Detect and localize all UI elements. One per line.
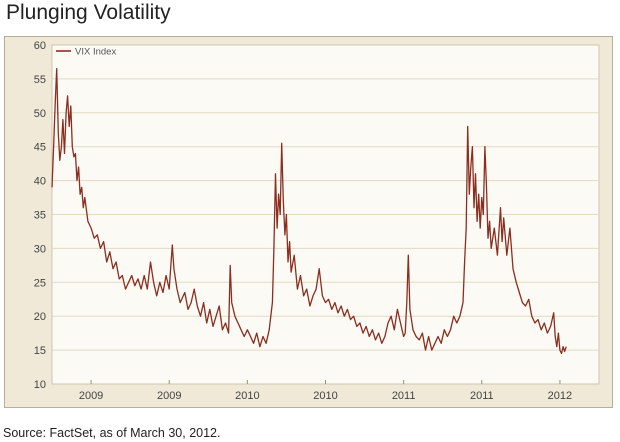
x-tick-label: 2010: [313, 390, 337, 402]
y-tick-label: 15: [34, 345, 46, 357]
y-axis: 10 15 20 25 30 35 40 45 50 55 60: [34, 40, 46, 391]
legend-label-vix-index: VIX Index: [75, 47, 116, 58]
x-tick-label: 2010: [235, 390, 259, 402]
y-tick-label: 45: [34, 142, 46, 154]
y-tick-label: 50: [34, 108, 46, 120]
x-axis: 2009 2009 2010 2010 2011 2011 2012: [79, 380, 572, 402]
series-layer: [51, 68, 567, 355]
y-tick-label: 25: [34, 277, 46, 289]
x-tick-label: 2012: [548, 390, 572, 402]
grid-lines: [52, 78, 599, 351]
y-tick-label: 20: [34, 311, 46, 323]
x-tick-label: 2009: [79, 390, 103, 402]
chart-title: Plunging Volatility: [6, 1, 171, 24]
series-line-vix-index: [51, 68, 567, 355]
x-tick-label: 2011: [392, 390, 416, 402]
y-tick-label: 30: [34, 243, 46, 255]
source-note: Source: FactSet, as of March 30, 2012.: [3, 426, 221, 440]
y-tick-label: 55: [34, 74, 46, 86]
x-tick-label: 2009: [157, 390, 181, 402]
y-tick-label: 35: [34, 210, 46, 222]
legend: VIX Index: [56, 47, 116, 58]
y-tick-label: 10: [34, 379, 46, 391]
chart-frame: 10 15 20 25 30 35 40 45 50 55 60 2009 2009 2010 2010 2…: [4, 36, 613, 408]
x-tick-label: 2011: [470, 390, 494, 402]
y-tick-label: 60: [34, 40, 46, 52]
y-tick-label: 40: [34, 176, 46, 188]
